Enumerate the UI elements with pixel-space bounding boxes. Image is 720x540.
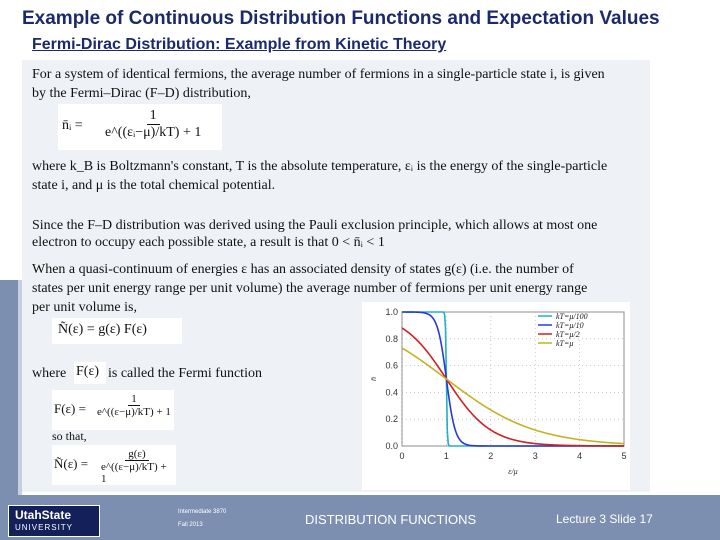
equation-1-lhs: n̄ᵢ = [62, 118, 83, 133]
equation-4-denominator: e^((ε−μ)/kT) + 1 [101, 461, 167, 485]
fermi-function-description: is called the Fermi function [108, 366, 262, 381]
equation-3-denominator: e^((ε−μ)/kT) + 1 [97, 406, 171, 418]
series-line-2 [402, 311, 624, 447]
paragraph-1-line-2: by the Fermi–Dirac (F–D) distribution, [32, 86, 251, 101]
slide-subtitle: Fermi-Dirac Distribution: Example from K… [32, 36, 447, 53]
x-tick-label: 3 [533, 451, 538, 461]
paragraph-1-line-1: For a system of identical fermions, the … [32, 67, 605, 82]
y-tick-label: 0.4 [385, 387, 398, 397]
university-logo: UtahState UNIVERSITY [8, 505, 100, 537]
y-tick-label: 0.6 [385, 361, 398, 371]
lecture-label: Lecture [556, 512, 597, 526]
legend-label-2: kT=μ/10 [556, 321, 584, 330]
equation-1-denominator: e^((εᵢ−μ)/kT) + 1 [105, 125, 202, 140]
paragraph-4-line-2: states per unit energy range per unit vo… [32, 281, 588, 296]
equation-3-fraction: 1 e^((ε−μ)/kT) + 1 [94, 393, 174, 418]
fermi-dirac-chart-svg: 0.00.20.40.60.81.00 1 2 3 4 5ε/μn̄kT=μ/100kT=… [369, 307, 627, 476]
left-accent-bar [0, 280, 18, 495]
slide-label: Slide [609, 512, 637, 526]
left-accent-stripe [18, 280, 22, 495]
so-that-label: so that, [52, 429, 87, 443]
fermi-function-symbol: F(ε) [74, 362, 106, 384]
footer-course: Intermediate 3870 [178, 509, 227, 515]
equation-2-text: Ñ(ε) = g(ε) F(ε) [58, 322, 147, 337]
paragraph-2-line-1: where k_B is Boltzmann's constant, T is … [32, 159, 608, 174]
fermi-dirac-plot: 0.0 0.2 0.4 0.6 0.8 1.0 0 1 2 3 4 5 ε/μ n̄ kT=μ/100 kT=… [362, 302, 630, 490]
plot-frame [401, 311, 625, 447]
paragraph-4-line-1: When a quasi-continuum of energies ε has… [32, 262, 574, 277]
footer-bar [0, 495, 720, 540]
equation-4-lhs: Ñ(ε) = [54, 456, 89, 471]
paragraph-4-line-3: per unit volume is, [32, 300, 137, 315]
series-line-1 [402, 311, 624, 447]
y-tick-label: 0.0 [385, 441, 398, 451]
equation-3-lhs: F(ε) = [54, 401, 86, 416]
legend-label-1: kT=μ/100 [556, 312, 588, 321]
x-axis-label: ε/μ [508, 467, 517, 476]
x-tick-label: 2 [488, 451, 493, 461]
slide-number: 17 [639, 512, 653, 526]
paragraph-3-line-2: electron to occupy each possible state, … [32, 235, 385, 250]
x-tick-label: 5 [621, 451, 626, 461]
logo-bottom-text: UNIVERSITY [15, 523, 74, 532]
paragraph-2-line-2: state i, and μ is the total chemical pot… [32, 178, 276, 193]
series-line-4 [401, 347, 625, 445]
footer-topic: DISTRIBUTION FUNCTIONS [305, 512, 477, 527]
equation-fermi-function: F(ε) = 1 e^((ε−μ)/kT) + 1 [52, 390, 174, 430]
y-tick-label: 1.0 [385, 307, 398, 317]
slide-title: Example of Continuous Distribution Funct… [22, 8, 660, 29]
y-tick-label: 0.8 [385, 334, 398, 344]
equation-1-numerator: 1 [146, 108, 160, 125]
equation-fermi-dirac: n̄ᵢ = 1 e^((εᵢ−μ)/kT) + 1 [58, 104, 222, 150]
x-tick-label: 4 [577, 451, 582, 461]
lecture-number: 3 [599, 512, 607, 526]
equation-number-density: Ñ(ε) = g(ε) F(ε) [52, 318, 182, 344]
paragraph-3-line-1: Since the F–D distribution was derived u… [32, 218, 598, 233]
equation-3-numerator: 1 [128, 393, 140, 406]
legend-label-4: kT=μ [556, 339, 573, 348]
x-tick-label: 1 [444, 451, 449, 461]
fermi-function-symbol-text: F(ε) [76, 364, 99, 379]
equation-number-density-expanded: Ñ(ε) = g(ε) e^((ε−μ)/kT) + 1 [52, 445, 176, 485]
series-line-3 [401, 327, 625, 447]
logo-top-text: UtahState [15, 508, 72, 522]
y-axis-label: n̄ [369, 377, 378, 381]
x-tick-label: 0 [399, 451, 404, 461]
where-label: where [32, 366, 67, 381]
equation-1-fraction: 1 e^((εᵢ−μ)/kT) + 1 [102, 108, 204, 141]
legend-label-3: kT=μ/2 [556, 330, 580, 339]
footer-term: Fall 2013 [178, 522, 203, 528]
footer-slide-info: Lecture 3 Slide 17 [556, 512, 653, 526]
equation-4-fraction: g(ε) e^((ε−μ)/kT) + 1 [98, 448, 176, 485]
equation-4-numerator: g(ε) [125, 448, 149, 461]
y-tick-label: 0.2 [385, 414, 398, 424]
